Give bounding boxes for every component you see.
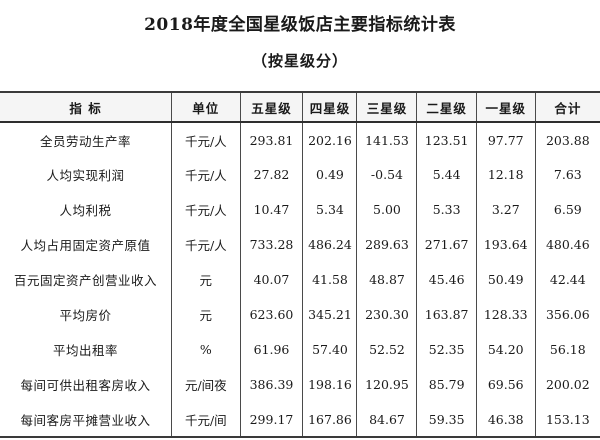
value-cell: 193.64: [475, 227, 536, 262]
value-cell: 69.56: [475, 367, 536, 402]
value-cell: 203.88: [534, 122, 600, 157]
value-cell: 200.02: [534, 367, 600, 402]
page-subtitle: （按星级分）: [251, 52, 348, 70]
indicator-cell: 平均房价: [59, 308, 112, 323]
value-cell: 271.67: [416, 227, 477, 262]
value-cell: 5.44: [416, 157, 477, 192]
header-unit: 单位: [171, 91, 240, 123]
unit-cell: 千元/人: [171, 157, 240, 192]
value-cell: 7.63: [534, 157, 600, 192]
value-cell: 202.16: [302, 122, 357, 157]
value-cell: 153.13: [534, 402, 600, 438]
value-cell: 299.17: [239, 402, 303, 438]
table-header-row: 指 标 单位 五星级 四星级 三星级 二星级 一星级 合计: [0, 91, 600, 123]
unit-cell: 千元/人: [171, 192, 240, 227]
value-cell: 52.52: [356, 332, 417, 367]
value-cell: 5.34: [302, 192, 357, 227]
table-row: 全员劳动生产率 千元/人 293.81 202.16 141.53 123.51…: [0, 122, 600, 157]
value-cell: 5.33: [416, 192, 477, 227]
value-cell: 345.21: [302, 297, 357, 332]
value-cell: 3.27: [475, 192, 536, 227]
value-cell: 50.49: [475, 262, 536, 297]
header-total: 合计: [534, 91, 600, 123]
value-cell: 0.49: [302, 157, 357, 192]
unit-cell: 千元/间: [171, 402, 240, 438]
value-cell: 52.35: [416, 332, 477, 367]
value-cell: 141.53: [356, 122, 417, 157]
header-five-star: 五星级: [239, 91, 303, 123]
value-cell: 46.38: [475, 402, 536, 438]
indicator-cell: 百元固定资产创营业收入: [14, 273, 158, 288]
value-cell: 12.18: [475, 157, 536, 192]
value-cell: 41.58: [302, 262, 357, 297]
value-cell: 386.39: [239, 367, 303, 402]
value-cell: 59.35: [416, 402, 477, 438]
unit-cell: 元: [171, 297, 240, 332]
value-cell: -0.54: [356, 157, 417, 192]
value-cell: 54.20: [475, 332, 536, 367]
indicator-statistics-table: 指 标 单位 五星级 四星级 三星级 二星级 一星级 合计 全员劳动生产率 千元…: [0, 91, 600, 438]
table-row: 人均占用固定资产原值 千元/人 733.28 486.24 289.63 271…: [0, 227, 600, 262]
value-cell: 230.30: [356, 297, 417, 332]
value-cell: 480.46: [534, 227, 600, 262]
value-cell: 10.47: [239, 192, 303, 227]
value-cell: 293.81: [239, 122, 303, 157]
header-two-star: 二星级: [416, 91, 477, 123]
table-row: 人均实现利润 千元/人 27.82 0.49 -0.54 5.44 12.18 …: [0, 157, 600, 192]
table-row: 每间可供出租客房收入 元/间夜 386.39 198.16 120.95 85.…: [0, 367, 600, 402]
value-cell: 289.63: [356, 227, 417, 262]
value-cell: 48.87: [356, 262, 417, 297]
value-cell: 123.51: [416, 122, 477, 157]
value-cell: 42.44: [534, 262, 600, 297]
table-row: 平均出租率 % 61.96 57.40 52.52 52.35 54.20 56…: [0, 332, 600, 367]
value-cell: 85.79: [416, 367, 477, 402]
indicator-cell: 平均出租率: [53, 343, 119, 358]
value-cell: 6.59: [534, 192, 600, 227]
value-cell: 733.28: [239, 227, 303, 262]
indicator-cell: 人均利税: [59, 203, 112, 218]
value-cell: 198.16: [302, 367, 357, 402]
table-row: 平均房价 元 623.60 345.21 230.30 163.87 128.3…: [0, 297, 600, 332]
indicator-cell: 每间客房平摊营业收入: [0, 402, 172, 438]
value-cell: 623.60: [239, 297, 303, 332]
value-cell: 120.95: [356, 367, 417, 402]
value-cell: 84.67: [356, 402, 417, 438]
value-cell: 163.87: [416, 297, 477, 332]
indicator-cell: 人均实现利润: [46, 168, 125, 183]
value-cell: 57.40: [302, 332, 357, 367]
value-cell: 27.82: [239, 157, 303, 192]
unit-cell: 千元/人: [171, 122, 240, 157]
unit-cell: 千元/人: [171, 227, 240, 262]
unit-cell: 元/间夜: [171, 367, 240, 402]
header-one-star: 一星级: [475, 91, 536, 123]
page-title: 2018年度全国星级饭店主要指标统计表: [144, 15, 456, 35]
table-row: 每间客房平摊营业收入 千元/间 299.17 167.86 84.67 59.3…: [0, 402, 600, 438]
indicator-cell: 每间可供出租客房收入: [20, 378, 151, 393]
value-cell: 5.00: [356, 192, 417, 227]
value-cell: 97.77: [475, 122, 536, 157]
value-cell: 486.24: [302, 227, 357, 262]
value-cell: 56.18: [534, 332, 600, 367]
header-indicator: 指 标: [0, 91, 172, 123]
indicator-cell: 人均占用固定资产原值: [20, 238, 151, 253]
table-row: 百元固定资产创营业收入 元 40.07 41.58 48.87 45.46 50…: [0, 262, 600, 297]
value-cell: 61.96: [239, 332, 303, 367]
value-cell: 356.06: [534, 297, 600, 332]
value-cell: 128.33: [475, 297, 536, 332]
value-cell: 45.46: [416, 262, 477, 297]
indicator-cell: 全员劳动生产率: [40, 133, 132, 149]
header-three-star: 三星级: [356, 91, 417, 123]
header-four-star: 四星级: [302, 91, 357, 123]
table-row: 人均利税 千元/人 10.47 5.34 5.00 5.33 3.27 6.59: [0, 192, 600, 227]
value-cell: 167.86: [302, 402, 357, 438]
value-cell: 40.07: [239, 262, 303, 297]
unit-cell: 元: [171, 262, 240, 297]
unit-cell: %: [171, 332, 240, 367]
